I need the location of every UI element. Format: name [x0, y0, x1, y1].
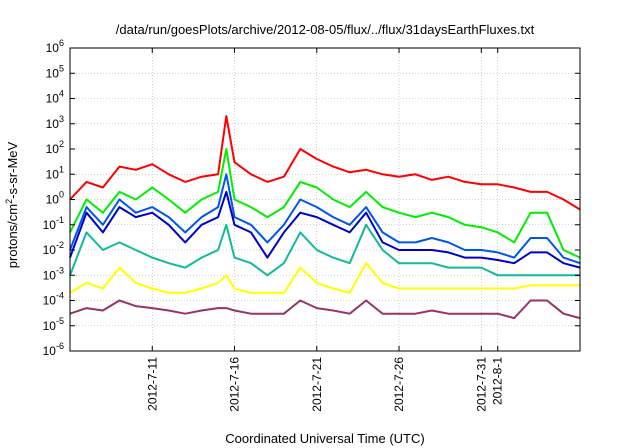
y-tick-label: 106: [46, 38, 64, 55]
y-tick-label: 10-3: [43, 265, 64, 282]
series-lines: [69, 115, 581, 320]
series-line: [69, 115, 581, 211]
y-tick-label: 100: [46, 190, 64, 207]
y-tick-label: 104: [46, 89, 64, 106]
x-tick-label: 2012-7-16: [228, 357, 242, 412]
series-line: [69, 223, 580, 277]
x-axis-label: Coordinated Universal Time (UTC): [225, 431, 424, 446]
x-tick-label: 2012-7-31: [474, 357, 488, 412]
chart-title: /data/run/goesPlots/archive/2012-08-05/f…: [116, 22, 535, 37]
y-tick-label: 105: [46, 63, 64, 80]
y-tick-label: 101: [46, 164, 64, 181]
y-tick-label: 102: [46, 139, 64, 156]
grid-lines: [70, 48, 580, 351]
y-axis-label-base: protons/cm: [5, 204, 20, 268]
series-line: [69, 148, 581, 259]
series-line: [69, 190, 581, 269]
y-axis-label-rest: -s-sr-MeV: [5, 141, 20, 198]
y-tick-label: 10-4: [43, 291, 64, 308]
y-axis-label: protons/cm2-s-sr-MeV: [4, 141, 20, 268]
y-tick-label: 103: [46, 114, 64, 131]
x-tick-label: 2012-7-11: [145, 357, 159, 411]
series-line: [69, 299, 581, 320]
x-tick-label: 2012-7-21: [310, 357, 324, 412]
y-tick-label: 10-6: [43, 341, 64, 358]
x-tick-label: 2012-8-1: [491, 357, 505, 405]
y-tick-label: 10-2: [43, 240, 64, 257]
y-tick-label: 10-5: [43, 316, 64, 333]
x-tick-label: 2012-7-26: [392, 357, 406, 412]
series-line: [69, 173, 581, 265]
series-line: [69, 262, 580, 294]
y-tick-label: 10-1: [43, 215, 64, 232]
y-axis-label-sup: 2: [4, 199, 14, 204]
axis-ticks: 10-6 10-5 10-4 10-3 10-2 10-1 100 101 102 103 104 1…: [43, 38, 580, 412]
